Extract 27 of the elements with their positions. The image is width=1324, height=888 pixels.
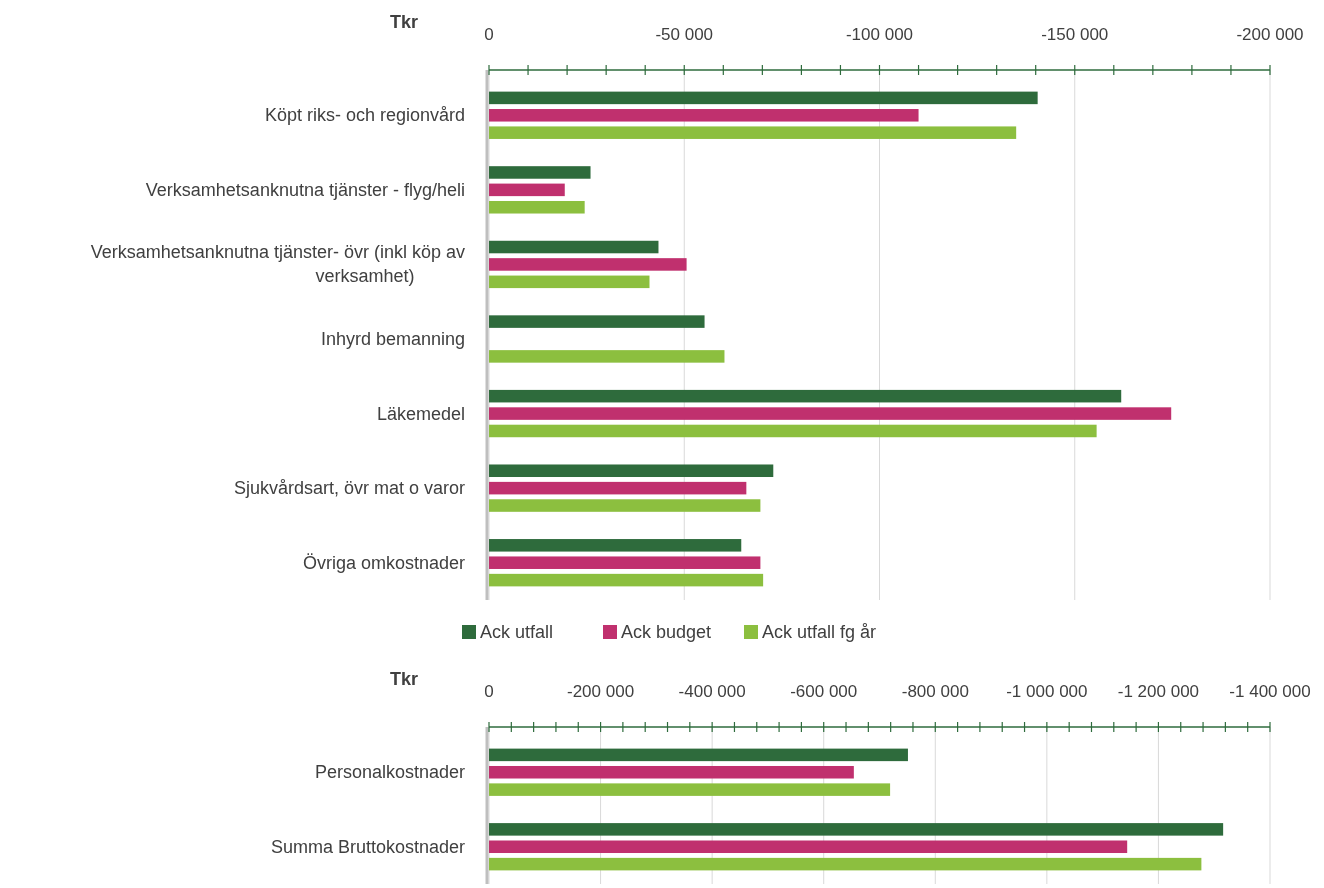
x-tick-label: -600 000	[790, 682, 858, 701]
x-tick-label: 0	[484, 25, 494, 44]
x-tick-label: -200 000	[567, 682, 635, 701]
y-tick-label: Övriga omkostnader	[302, 552, 465, 573]
y-tick-label: Personalkostnader	[314, 762, 465, 783]
legend-label: Ack utfall fg år	[762, 622, 877, 642]
x-tick-label: -1 400 000	[1229, 682, 1311, 701]
legend-label: Ack utfall	[480, 622, 554, 642]
x-tick-label: -150 000	[1041, 25, 1109, 44]
x-tick-label: 0	[484, 682, 494, 701]
y-tick-label: Läkemedel	[376, 403, 465, 424]
y-tick-label: Verksamhetsanknutna tjänster - flyg/heli	[145, 179, 465, 200]
x-tick-label: -50 000	[655, 25, 714, 44]
chart-title: Tkr	[390, 12, 419, 32]
y-tick-label: Inhyrd bemanning	[320, 329, 465, 349]
x-tick-label: -1 000 000	[1006, 682, 1088, 701]
legend-label: Ack budget	[621, 622, 712, 642]
x-tick-label: -200 000	[1236, 25, 1304, 44]
y-tick-label: Sjukvårdsart, övr mat o varor	[233, 478, 465, 499]
y-tick-label: Verksamhetsanknutna tjänster- övr (inkl köp av verksamhet)	[90, 242, 465, 287]
x-tick-label: -100 000	[845, 25, 914, 44]
y-tick-label: Summa Bruttokostnader	[270, 836, 465, 857]
chart-title: Tkr	[390, 669, 419, 689]
x-tick-label: -800 000	[901, 682, 969, 701]
x-tick-label: -1 200 000	[1117, 682, 1200, 701]
y-tick-label: Köpt riks- och regionvård	[264, 105, 465, 126]
x-tick-label: -400 000	[678, 682, 746, 701]
